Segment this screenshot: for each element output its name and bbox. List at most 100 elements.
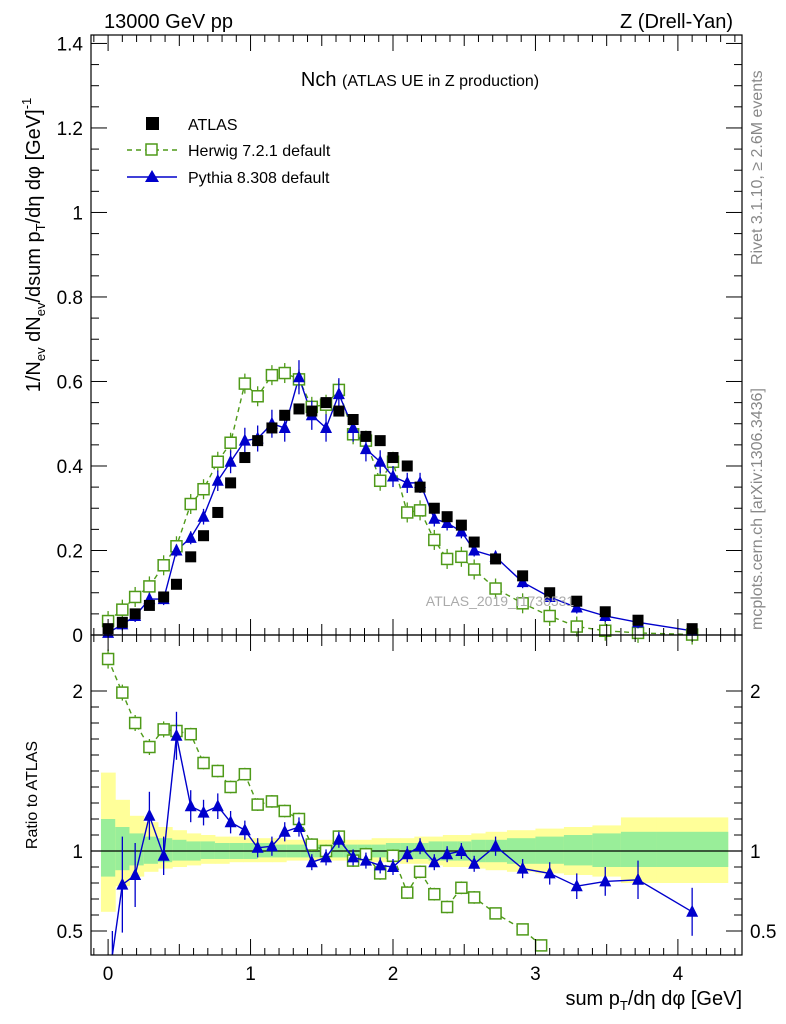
main-ytick-label: 1.4	[57, 34, 84, 55]
atlas-point	[129, 608, 141, 620]
main-plot-area	[101, 360, 699, 645]
pythia-ratio-point	[211, 799, 224, 812]
legend-pythia-marker	[145, 170, 159, 182]
herwig-point	[467, 563, 481, 576]
pythia-ratio-point	[129, 868, 142, 880]
main-panel: 0 0.2 0.4 0.6 0.8 1 1.2 1.4 Nch (ATLAS UE in Z …	[19, 34, 743, 647]
band-inner	[563, 835, 593, 866]
pythia-ratio-point	[292, 820, 305, 832]
main-ytick-label: 0.8	[57, 288, 83, 309]
herwig-ratio-point	[400, 886, 414, 899]
herwig-ratio-point	[455, 881, 468, 895]
herwig-point	[543, 609, 556, 623]
atlas-point	[252, 435, 264, 447]
pythia-ratio-point	[570, 879, 583, 892]
herwig-ratio-point	[265, 795, 279, 808]
pythia-ratio-point	[143, 808, 156, 821]
pythia-point	[197, 509, 210, 522]
ratio-ytick-label-right: 1	[750, 842, 761, 863]
herwig-ratio-point	[116, 686, 129, 699]
herwig-ratio-point	[278, 804, 291, 818]
band-inner	[100, 819, 116, 877]
atlas-point	[333, 405, 345, 417]
pythia-point	[224, 454, 237, 467]
atlas-point	[387, 452, 399, 464]
pythia-point	[468, 543, 481, 556]
herwig-point	[143, 580, 156, 593]
legend-pythia-label: Pythia 8.308 default	[188, 170, 330, 187]
herwig-point	[157, 559, 170, 572]
pythia-ratio-point	[468, 856, 481, 869]
legend-atlas-marker	[146, 117, 159, 130]
pythia-ratio-point	[265, 839, 278, 852]
herwig-point	[455, 550, 468, 564]
atlas-point	[468, 536, 480, 548]
atlas-point	[116, 616, 128, 628]
atlas-point	[414, 481, 426, 493]
main-ytick-label: 0.4	[57, 457, 84, 478]
atlas-point	[401, 460, 413, 472]
pythia-point	[428, 511, 441, 524]
herwig-point	[251, 390, 264, 403]
ratio-ytick-label-right: 0.5	[750, 922, 776, 943]
herwig-point	[211, 455, 225, 469]
pythia-point	[238, 433, 251, 446]
herwig-point	[265, 368, 279, 382]
pythia-ratio-point	[543, 866, 556, 879]
ratio-ytick-label: 2	[72, 682, 83, 703]
pythia-point	[170, 543, 183, 556]
ratio-frame	[90, 634, 743, 956]
pythia-ratio-point	[157, 848, 170, 861]
ratio-ticks: 0.5 0.5 1 1 2 2 0 1 2 3 4	[57, 635, 776, 985]
atlas-point	[225, 477, 237, 489]
herwig-ratio-point	[101, 652, 115, 666]
herwig-ratio-point	[211, 764, 225, 778]
herwig-point	[373, 474, 387, 488]
atlas-point	[293, 403, 305, 415]
atlas-point	[320, 397, 332, 409]
pythia-ratio-point	[332, 832, 345, 845]
herwig-ratio-point	[197, 756, 210, 770]
herwig-ratio-point	[413, 865, 427, 879]
herwig-point	[489, 582, 502, 595]
main-ytick-label: 0.2	[57, 541, 83, 562]
pythia-point	[211, 473, 224, 486]
ratio-plot-area	[91, 649, 742, 956]
pythia-ratio-point	[374, 858, 387, 871]
herwig-ratio-point	[184, 727, 197, 741]
herwig-ratio-point	[516, 923, 529, 936]
atlas-point	[441, 511, 453, 523]
legend-atlas-label: ATLAS	[188, 117, 238, 134]
atlas-point	[374, 435, 386, 447]
pythia-point	[320, 420, 333, 433]
herwig-point	[516, 597, 529, 610]
herwig-point	[428, 533, 441, 547]
pythia-point	[292, 370, 305, 383]
herwig-ratio-point	[428, 887, 441, 901]
band-inner	[129, 833, 145, 866]
pythia-point	[386, 469, 399, 482]
atlas-point	[455, 519, 467, 531]
atlas-point	[185, 551, 197, 563]
legend: ATLAS Herwig 7.2.1 default Pythia 8.308 …	[127, 117, 331, 187]
band-inner	[200, 841, 216, 859]
band-inner	[620, 831, 658, 867]
band-inner	[172, 839, 187, 861]
pythia-point	[401, 475, 414, 488]
atlas-point	[170, 578, 182, 590]
pythia-ratio-point	[428, 855, 441, 868]
pythia-ratio-point	[116, 877, 129, 890]
herwig-point	[631, 626, 645, 640]
herwig-ratio-point	[251, 798, 264, 811]
atlas-point	[158, 591, 170, 603]
herwig-point	[238, 377, 252, 390]
plot-title-sub: (ATLAS UE in Z production)	[342, 73, 539, 90]
ratio-xtick-label: 2	[388, 964, 399, 985]
ratio-ytick-label-right: 2	[750, 682, 761, 703]
plot-title-main: Nch	[301, 69, 337, 91]
atlas-point	[632, 614, 644, 626]
pythia-ratio-point	[170, 728, 183, 741]
herwig-ratio-point	[440, 900, 454, 914]
ratio-xtick-label: 0	[103, 964, 114, 985]
